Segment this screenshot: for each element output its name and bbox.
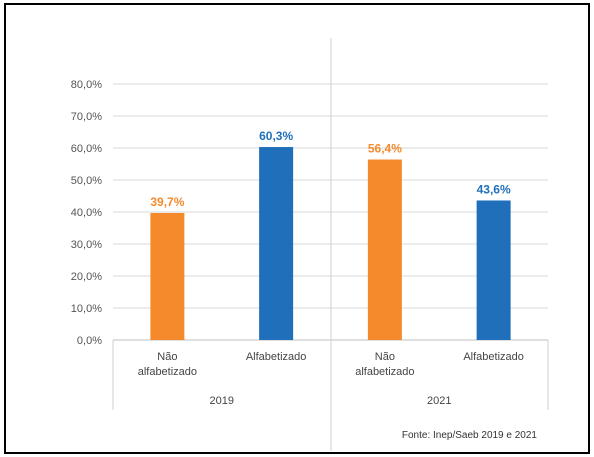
- category-label: Alfabetizado: [463, 351, 524, 363]
- y-tick-label: 10,0%: [71, 303, 102, 315]
- category-label: alfabetizado: [355, 366, 414, 378]
- y-tick-label: 50,0%: [71, 175, 102, 187]
- category-label: Alfabetizado: [246, 351, 307, 363]
- y-tick-label: 0,0%: [77, 335, 102, 347]
- y-tick-label: 30,0%: [71, 239, 102, 251]
- y-tick-label: 20,0%: [71, 271, 102, 283]
- bar: [476, 200, 511, 340]
- y-tick-label: 60,0%: [71, 143, 102, 155]
- category-label: Não: [157, 351, 177, 363]
- group-label: 2021: [427, 395, 451, 407]
- y-tick-label: 80,0%: [71, 79, 102, 91]
- data-label: 56,4%: [368, 142, 402, 156]
- category-label: alfabetizado: [138, 366, 197, 378]
- group-label: 2019: [210, 395, 234, 407]
- category-label: Não: [375, 351, 395, 363]
- bar: [367, 159, 402, 340]
- y-tick-label: 40,0%: [71, 207, 102, 219]
- bar: [150, 212, 185, 340]
- data-label: 39,7%: [150, 195, 184, 209]
- y-tick-label: 70,0%: [71, 111, 102, 123]
- data-label: 43,6%: [477, 182, 511, 196]
- data-label: 60,3%: [259, 129, 293, 143]
- bar: [259, 147, 294, 340]
- source-note: Fonte: Inep/Saeb 2019 e 2021: [402, 430, 538, 441]
